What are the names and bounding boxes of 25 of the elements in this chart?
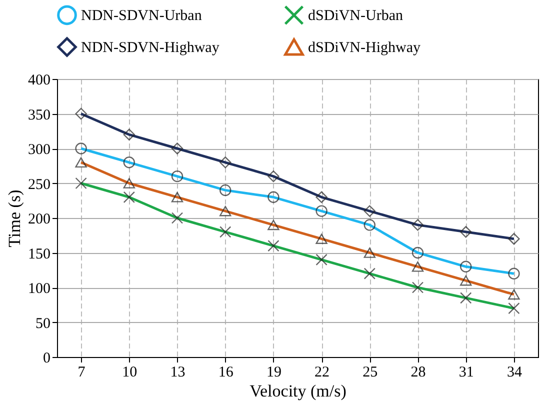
x-tick-label: 28 — [410, 364, 426, 380]
y-axis-title: Time (s) — [5, 190, 24, 248]
y-tick-label: 100 — [28, 281, 50, 297]
x-tick-label: 7 — [78, 364, 86, 380]
y-tick-label: 150 — [28, 246, 50, 262]
y-tick-label: 200 — [28, 212, 50, 228]
x-tick-label: 13 — [170, 364, 186, 380]
legend-label: NDN-SDVN-Urban — [81, 8, 202, 24]
y-tick-label: 250 — [28, 176, 50, 193]
x-tick-label: 34 — [506, 364, 522, 380]
y-tick-label: 400 — [28, 72, 50, 88]
legend-label: dSDiVN-Urban — [308, 8, 404, 24]
x-tick-label: 22 — [314, 364, 330, 380]
x-axis-title: Velocity (m/s) — [250, 382, 346, 400]
x-tick-label: 16 — [218, 364, 234, 380]
x-tick-label: 31 — [458, 364, 474, 380]
x-tick-label: 25 — [362, 364, 378, 380]
legend-label: NDN-SDVN-Highway — [81, 40, 220, 56]
y-tick-label: 0 — [43, 350, 50, 366]
legend-label: dSDiVN-Highway — [308, 40, 421, 56]
y-tick-label: 350 — [28, 107, 50, 124]
y-tick-label: 300 — [28, 142, 50, 158]
x-tick-label: 10 — [122, 364, 138, 380]
x-tick-label: 19 — [266, 364, 282, 380]
y-tick-label: 50 — [36, 316, 50, 332]
